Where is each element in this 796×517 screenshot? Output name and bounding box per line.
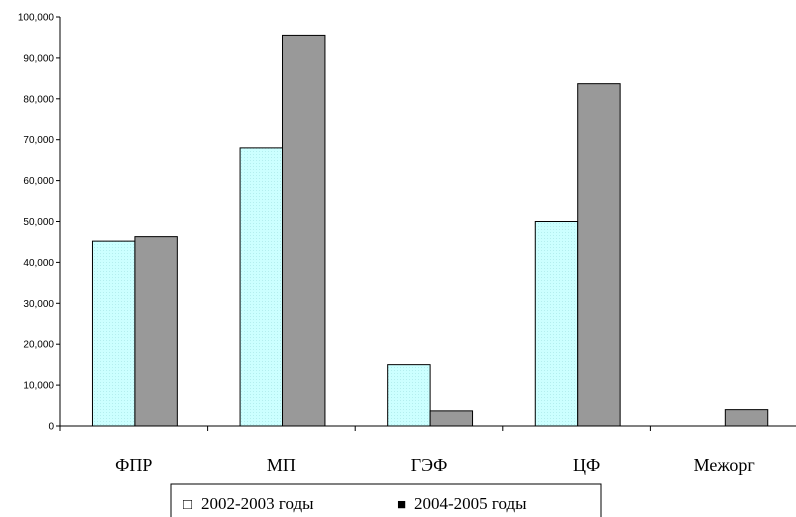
y-tick-label: 40,000 xyxy=(23,258,54,269)
y-tick-label: 100,000 xyxy=(18,13,55,24)
bar-series-2 xyxy=(724,409,769,427)
legend-marker-1: ■ xyxy=(397,497,406,513)
legend-label-0: 2002-2003 годы xyxy=(201,494,314,513)
category-label: ГЭФ xyxy=(411,455,448,475)
category-label: МП xyxy=(267,455,296,475)
y-tick-label: 50,000 xyxy=(23,217,54,228)
y-tick-label: 20,000 xyxy=(23,340,54,351)
legend: □ 2002-2003 годы ■ 2004-2005 годы xyxy=(170,483,602,517)
plot-area: 0 10,000 20,000 30,000 40,000 50,000 60,000 70,… xyxy=(18,13,796,475)
bar-series-2 xyxy=(282,34,326,427)
y-tick-label: 10,000 xyxy=(23,381,54,392)
y-tick-label: 0 xyxy=(48,422,54,433)
bar-series-1 xyxy=(91,240,136,427)
category-label: ФПР xyxy=(115,455,152,475)
y-tick-label: 80,000 xyxy=(23,94,54,105)
legend-box xyxy=(170,483,602,517)
bar-series-2 xyxy=(134,236,178,427)
bar-series-1 xyxy=(387,364,431,427)
y-tick-label: 60,000 xyxy=(23,176,54,187)
category-label: Межорг xyxy=(694,455,755,475)
category-label: ЦФ xyxy=(573,455,600,475)
y-tick-label: 70,000 xyxy=(23,135,54,146)
legend-label-1: 2004-2005 годы xyxy=(414,494,527,513)
y-tick-label: 30,000 xyxy=(23,299,54,310)
bar-series-2 xyxy=(577,83,621,427)
bar-series-2 xyxy=(429,410,474,427)
legend-marker-0: □ xyxy=(183,497,192,513)
bar-series-1 xyxy=(239,147,284,427)
bar-series-1 xyxy=(534,221,579,427)
y-tick-label: 90,000 xyxy=(23,53,54,64)
